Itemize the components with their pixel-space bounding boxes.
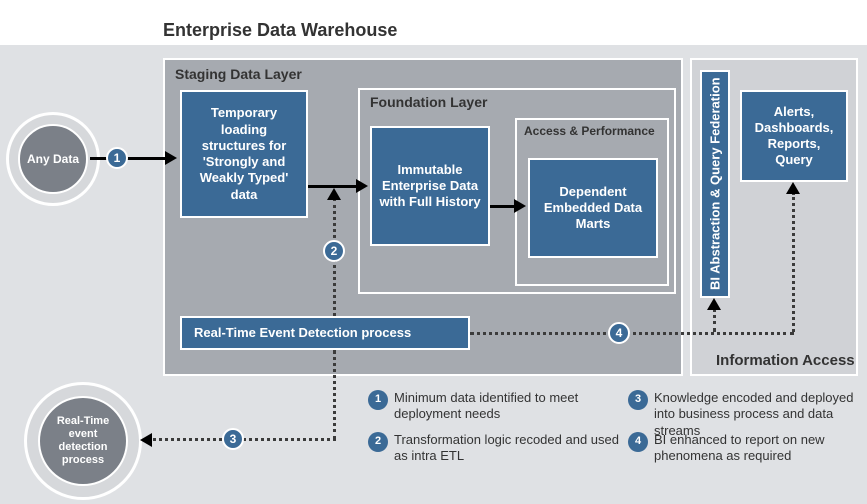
- num-circle-1: 1: [106, 147, 128, 169]
- dotted-4-vertical-alerts: [792, 192, 795, 332]
- legend-2: 2 Transformation logic recoded and used …: [368, 432, 628, 465]
- alerts-box: Alerts, Dashboards, Reports, Query: [740, 90, 848, 182]
- rt-process-box: Real-Time Event Detection process: [180, 316, 470, 350]
- arrowhead-3: [140, 433, 152, 447]
- rt-detection-circle: Real-Time event detection process: [38, 396, 128, 486]
- legend-text-4: BI enhanced to report on new phenomena a…: [654, 432, 863, 465]
- legend-1: 1 Minimum data identified to meet deploy…: [368, 390, 628, 423]
- legend-num-1: 1: [368, 390, 388, 410]
- legend-4: 4 BI enhanced to report on new phenomena…: [628, 432, 863, 465]
- legend-num-2: 2: [368, 432, 388, 452]
- arrowhead-temp-immutable: [356, 179, 368, 193]
- info-access-label: Information Access: [716, 352, 855, 369]
- main-title: Enterprise Data Warehouse: [163, 20, 397, 41]
- num-circle-2: 2: [323, 240, 345, 262]
- num-circle-3: 3: [222, 428, 244, 450]
- arrowhead-4-alerts: [786, 182, 800, 194]
- arrowhead-anydata-temp: [165, 151, 177, 165]
- arrowhead-2: [327, 188, 341, 200]
- bi-abstraction-strip: BI Abstraction & Query Federation: [700, 70, 730, 298]
- num-circle-4: 4: [608, 322, 630, 344]
- immutable-box: Immutable Enterprise Data with Full Hist…: [370, 126, 490, 246]
- legend-text-1: Minimum data identified to meet deployme…: [394, 390, 628, 423]
- legend-text-2: Transformation logic recoded and used as…: [394, 432, 628, 465]
- arrow-immutable-marts: [490, 205, 516, 208]
- dotted-4-horizontal: [470, 332, 794, 335]
- arrowhead-4-bi: [707, 298, 721, 310]
- data-marts-box: Dependent Embedded Data Marts: [528, 158, 658, 258]
- arrowhead-immutable-marts: [514, 199, 526, 213]
- staging-label: Staging Data Layer: [175, 66, 302, 82]
- legend-num-3: 3: [628, 390, 648, 410]
- arrow-anydata-temp: [90, 157, 168, 160]
- foundation-label: Foundation Layer: [370, 94, 487, 110]
- dotted-4-vertical-bi: [713, 308, 716, 332]
- any-data-circle: Any Data: [18, 124, 88, 194]
- temp-loading-box: Temporary loading structures for 'Strong…: [180, 90, 308, 218]
- dotted-3-vertical: [333, 350, 336, 440]
- legend-num-4: 4: [628, 432, 648, 452]
- access-label: Access & Performance: [524, 124, 655, 138]
